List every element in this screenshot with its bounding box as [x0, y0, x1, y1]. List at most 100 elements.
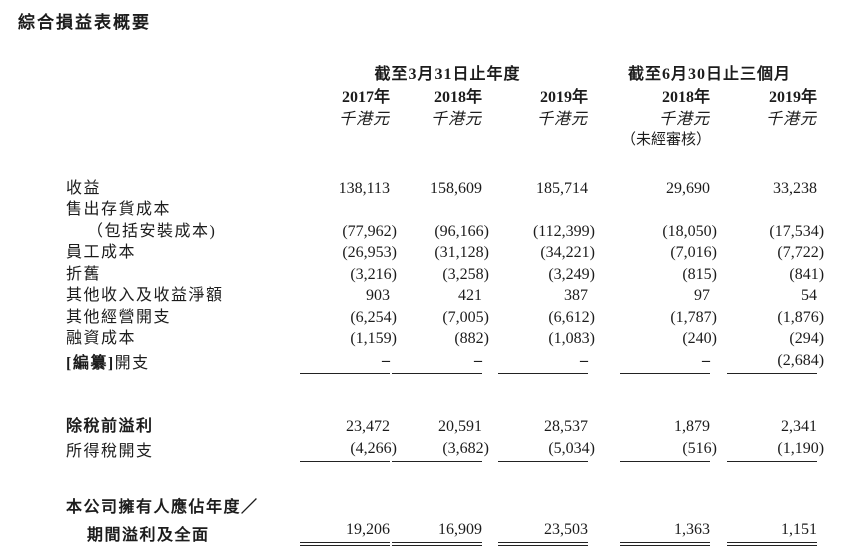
value-wrap: (1,083) [498, 328, 595, 350]
note-cell [300, 130, 387, 152]
value-wrap: 158,609 [392, 178, 482, 200]
unit-cell: 千港元 [387, 108, 489, 130]
value-text: 1,151 [781, 520, 818, 538]
year-header: 2018年 [661, 88, 710, 106]
value-text: (516 [682, 439, 712, 457]
value-cell: (3,216) [300, 264, 397, 286]
value-cell: (882) [387, 328, 489, 350]
value-cell: – [387, 350, 489, 374]
value-cell [489, 199, 595, 221]
value-cell: – [489, 350, 595, 374]
table-row: 售出存貨成本 [66, 199, 824, 221]
value-wrap: (96,166) [392, 221, 489, 243]
value-text: (1,876 [777, 308, 819, 326]
value-cell [387, 199, 489, 221]
closing-paren: ) [589, 439, 595, 457]
row-label: 員工成本 [66, 242, 300, 264]
value-cell: (6,254) [300, 307, 397, 329]
value-cell: (7,722) [717, 242, 824, 264]
value-text: (17,534 [769, 222, 819, 240]
value-cell: (1,876) [717, 307, 824, 329]
value-wrap: 421 [392, 285, 482, 307]
value-cell: (3,682) [387, 438, 489, 462]
row-label: 收益 [66, 178, 300, 200]
row-label-text: 本公司擁有人應佔年度／ [66, 499, 259, 516]
value-cell [717, 199, 824, 221]
value-text: (882 [454, 330, 484, 347]
value-cell: 16,909 [387, 519, 489, 546]
table-row: （包括安裝成本) (77,962) (96,166) (112,399) (18,050… [66, 221, 824, 243]
row-label-text: 售出存貨成本 [66, 201, 172, 218]
value-wrap: (3,249) [498, 264, 595, 286]
year-header: 2017年 [341, 88, 390, 106]
value-wrap: 1,151 [727, 519, 818, 546]
closing-paren: ) [818, 222, 825, 240]
closing-paren: ) [818, 330, 825, 347]
closing-paren: ) [711, 222, 717, 240]
value-wrap: (31,128) [392, 242, 489, 264]
value-text: (1,083 [548, 330, 590, 347]
value-wrap: (4,266) [300, 438, 397, 462]
value-text: (18,050 [662, 222, 712, 240]
value-text: 19,206 [346, 520, 390, 538]
value-text: – [702, 351, 710, 369]
unit-cell: 千港元 [595, 108, 717, 130]
row-label: 期間溢利及全面 [66, 519, 300, 547]
value-cell: (6,612) [489, 307, 595, 329]
value-cell [300, 199, 387, 221]
closing-paren: ) [711, 265, 717, 283]
value-wrap: (77,962) [300, 221, 397, 243]
value-text: (2,684 [777, 351, 819, 369]
closing-paren: ) [589, 330, 595, 347]
value-cell: (1,159) [300, 328, 397, 350]
value-cell: 2,341 [717, 416, 824, 438]
year-cell: 2019年 [717, 85, 824, 108]
value-cell: 97 [595, 285, 717, 307]
table-row: 員工成本 (26,953) (31,128) (34,221) (7,016) (7,72… [66, 242, 824, 264]
closing-paren: ) [711, 330, 717, 347]
closing-paren: ) [483, 330, 489, 347]
year-cell: 2019年 [489, 85, 595, 108]
value-text: 903 [366, 287, 390, 304]
row-label: 其他經營開支 [66, 307, 300, 329]
value-text: 1,363 [674, 520, 710, 538]
value-wrap: (3,258) [392, 264, 489, 286]
value-wrap: (815) [620, 264, 717, 286]
value-cell: (240) [595, 328, 717, 350]
row-label: 折舊 [66, 264, 300, 286]
year-cell: 2017年 [300, 85, 390, 108]
closing-paren: ) [818, 308, 825, 326]
value-text: 23,472 [346, 418, 390, 435]
closing-paren: ) [589, 265, 595, 283]
value-cell: (815) [595, 264, 717, 286]
value-text: (4,266 [350, 439, 392, 457]
value-text: 16,909 [438, 520, 482, 538]
value-wrap: (6,254) [300, 307, 397, 329]
row-label-text: 其他收入及收益淨額 [66, 287, 224, 304]
value-text: (3,249 [548, 265, 590, 283]
value-cell: (3,249) [489, 264, 595, 286]
value-cell [489, 497, 595, 519]
value-wrap: (294) [727, 328, 824, 350]
value-text: (1,787 [670, 308, 712, 326]
closing-paren: ) [589, 222, 595, 240]
unit-cell: 千港元 [717, 108, 824, 130]
value-wrap: (18,050) [620, 221, 717, 243]
value-text: 20,591 [438, 418, 482, 435]
value-cell: (7,005) [387, 307, 489, 329]
value-wrap: 20,591 [392, 416, 482, 438]
year-cell: 2018年 [387, 85, 489, 108]
row-label-text: （包括安裝成本) [87, 222, 217, 240]
period-group-row: 截至3月31日止年度 截至6月30日止三個月 [66, 57, 824, 85]
value-wrap: (6,612) [498, 307, 595, 329]
value-cell: (26,953) [300, 242, 397, 264]
value-cell: (4,266) [300, 438, 397, 462]
value-text: (96,166 [434, 222, 484, 240]
note-cell [387, 130, 489, 152]
value-cell: 23,472 [300, 416, 390, 438]
value-cell: (7,016) [595, 242, 717, 264]
value-text: 2,341 [781, 418, 818, 435]
year-header: 2018年 [433, 88, 482, 106]
note-cell: （未經審核） [595, 130, 717, 152]
value-wrap: (516) [620, 438, 717, 462]
